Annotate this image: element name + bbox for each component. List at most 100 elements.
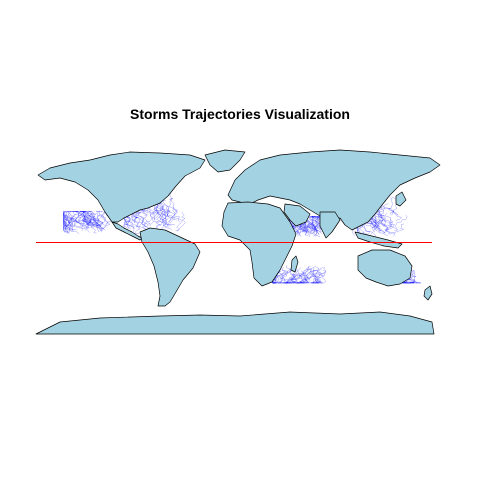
- storm-track: [96, 215, 105, 230]
- storm-track: [100, 211, 107, 233]
- storm-track: [84, 212, 98, 225]
- storm-track: [320, 277, 326, 284]
- storm-track: [140, 208, 156, 220]
- storm-track: [272, 277, 277, 284]
- storm-track: [68, 216, 78, 232]
- storm-track: [395, 215, 408, 230]
- japan: [395, 191, 407, 207]
- storm-track: [152, 207, 159, 221]
- storm-track: [311, 216, 321, 237]
- storm-track: [304, 219, 313, 235]
- storm-track: [92, 215, 102, 232]
- storm-track: [310, 224, 322, 234]
- storm-track: [70, 214, 78, 227]
- storm-track: [292, 272, 305, 280]
- storm-track: [161, 211, 169, 228]
- storm-track: [389, 223, 405, 235]
- north-america: [37, 151, 206, 223]
- storm-track: [379, 207, 392, 224]
- storm-track: [97, 213, 109, 226]
- storm-track: [91, 212, 101, 229]
- storm-track: [63, 214, 74, 232]
- storm-track: [295, 268, 313, 284]
- storm-track: [296, 265, 311, 281]
- storm-track: [165, 205, 178, 212]
- storm-track: [63, 212, 68, 231]
- storm-track: [384, 213, 395, 233]
- storm-track: [283, 267, 301, 284]
- storm-track: [307, 224, 317, 237]
- storm-track: [279, 266, 286, 280]
- eurasia: [227, 149, 441, 231]
- new-zealand: [423, 285, 433, 301]
- storm-track: [63, 222, 66, 231]
- south-america: [139, 227, 201, 307]
- storm-track: [81, 211, 99, 229]
- storm-track: [369, 217, 386, 234]
- india: [319, 211, 341, 239]
- storm-track: [387, 197, 395, 215]
- southeast-asia-islands: [354, 231, 403, 249]
- storm-track: [391, 210, 402, 221]
- storm-track: [67, 211, 90, 233]
- storm-track: [300, 222, 310, 236]
- storm-track: [377, 219, 391, 235]
- storm-track: [130, 206, 143, 228]
- arabian-peninsula: [283, 203, 311, 227]
- madagascar: [290, 255, 299, 273]
- storm-track: [309, 216, 314, 228]
- storm-track: [308, 267, 323, 280]
- storm-track: [162, 198, 170, 217]
- greenland: [204, 149, 246, 173]
- storm-track: [63, 213, 69, 233]
- map-title: Storms Trajectories Visualization: [130, 106, 350, 122]
- storm-track: [284, 270, 305, 284]
- storm-track: [156, 210, 175, 225]
- storm-track: [363, 223, 375, 232]
- storm-track: [277, 270, 288, 283]
- landmasses: [35, 149, 441, 335]
- storm-track: [77, 213, 90, 228]
- storm-track: [70, 214, 86, 227]
- storm-track: [63, 216, 69, 231]
- storm-track: [321, 267, 327, 277]
- storm-track: [80, 213, 94, 226]
- storm-track: [156, 201, 175, 224]
- storm-track: [68, 218, 74, 229]
- storm-track: [159, 205, 169, 224]
- storm-track: [67, 211, 74, 223]
- storm-track: [123, 218, 128, 229]
- storm-track: [373, 220, 388, 237]
- storm-track: [98, 211, 106, 224]
- storm-track: [313, 279, 322, 284]
- storm-track: [389, 219, 399, 232]
- storm-track: [384, 225, 396, 237]
- storm-track: [84, 211, 93, 225]
- storm-track: [303, 269, 317, 280]
- storm-track: [142, 207, 164, 220]
- storm-track: [159, 210, 173, 231]
- storm-track: [63, 214, 74, 227]
- storm-track: [274, 269, 291, 284]
- storm-track: [296, 222, 302, 235]
- storm-track: [89, 215, 104, 231]
- storm-track: [161, 213, 172, 226]
- storm-track: [310, 267, 318, 284]
- storm-track: [175, 211, 186, 231]
- australia: [357, 249, 413, 287]
- storm-track: [154, 207, 164, 232]
- storm-track: [84, 211, 104, 223]
- storm-track: [132, 212, 144, 229]
- storm-track: [86, 212, 96, 228]
- storm-track: [156, 218, 169, 228]
- storm-track: [383, 203, 399, 216]
- africa: [221, 201, 297, 287]
- storm-track: [168, 192, 176, 214]
- storm-track: [149, 202, 159, 226]
- storm-track: [305, 274, 311, 284]
- storm-track: [168, 207, 180, 223]
- antarctica: [35, 311, 435, 335]
- storm-track: [303, 276, 312, 284]
- storm-track: [170, 209, 183, 232]
